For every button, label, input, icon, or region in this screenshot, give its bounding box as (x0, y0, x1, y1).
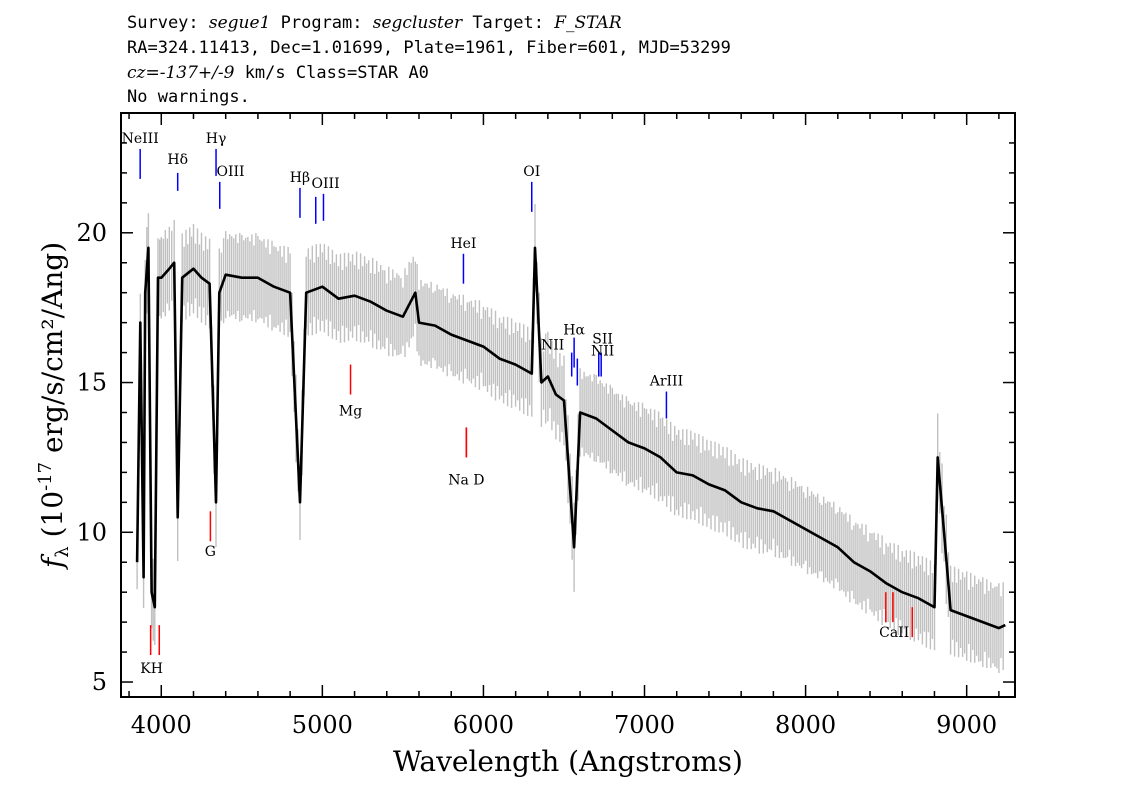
line-label-emission: OIII (216, 164, 244, 180)
line-label-emission: HeI (450, 236, 476, 252)
flux-series-line (135, 246, 1006, 630)
header-survey-part: Target: (462, 13, 554, 33)
line-label-emission: OIII (312, 176, 340, 192)
error-band-segment (482, 307, 499, 401)
header-survey-part: Survey: (127, 13, 209, 33)
y-label-prefix: (10 (36, 491, 69, 546)
y-tick-label: 5 (92, 668, 107, 696)
y-tick-label: 20 (76, 219, 107, 247)
y-label-exponent: -17 (35, 462, 56, 491)
header-coordinates-line: RA=324.11413, Dec=1.01699, Plate=1961, F… (127, 38, 731, 58)
line-markers (139, 148, 913, 656)
line-label-emission: Hγ (206, 131, 227, 147)
x-tick-label: 4000 (131, 711, 192, 739)
line-label-emission: ArIII (649, 374, 683, 390)
line-label-absorption: Na D (448, 472, 484, 488)
line-label-absorption: CaII (879, 625, 909, 641)
y-label-subscript: λ (52, 546, 73, 557)
header-survey-part: F_STAR (553, 13, 622, 33)
line-label-emission: Hβ (290, 170, 310, 186)
plot-frame (120, 112, 1016, 698)
x-axis-label: Wavelength (Angstroms) (393, 745, 743, 778)
y-label-units: erg/s/cm²/Ang) (36, 242, 69, 462)
header-warnings-line: No warnings. (127, 87, 250, 107)
error-band-segment (659, 417, 676, 516)
header-survey-part: segue1 (209, 13, 271, 33)
line-label-emission: NeIII (122, 131, 159, 147)
error-band (136, 204, 1004, 673)
spectrum-header: Survey: segue1 Program: segcluster Targe… (127, 13, 731, 107)
line-label-absorption: G (205, 544, 216, 560)
header-survey-part: segcluster (373, 13, 463, 33)
x-tick-label: 6000 (453, 711, 514, 739)
line-label-emission: NII (591, 344, 614, 360)
y-tick-label: 15 (76, 369, 107, 397)
axis-ticks (121, 113, 1015, 697)
tick-labels: 4000 5000 6000 7000 8000 9000 5 10 15 20 (76, 219, 997, 739)
line-label-absorption: Mg (339, 403, 362, 419)
y-axis-label: fλ (10-17 erg/s/cm²/Ang) (35, 242, 73, 570)
line-label-absorption: KH (140, 661, 163, 677)
line-label-emission: SII (592, 332, 613, 348)
header-redshift-part: cz=-137+/-9 (127, 63, 235, 83)
header-redshift-line: cz=-137+/-9 km/s Class=STAR A0 (127, 63, 429, 83)
header-survey-part: Program: (270, 13, 372, 33)
line-label-emission: Hδ (167, 152, 188, 168)
x-tick-label: 7000 (614, 711, 675, 739)
x-tick-label: 5000 (292, 711, 353, 739)
y-tick-label: 10 (76, 518, 107, 546)
line-label-emission: Hα (563, 323, 585, 339)
line-label-emission: OI (523, 164, 540, 180)
x-tick-label: 8000 (775, 711, 836, 739)
header-survey-line: Survey: segue1 Program: segcluster Targe… (127, 13, 622, 33)
header-redshift-part: km/s Class=STAR A0 (234, 63, 428, 83)
x-tick-label: 9000 (936, 711, 997, 739)
line-label-emission: NII (541, 338, 564, 354)
